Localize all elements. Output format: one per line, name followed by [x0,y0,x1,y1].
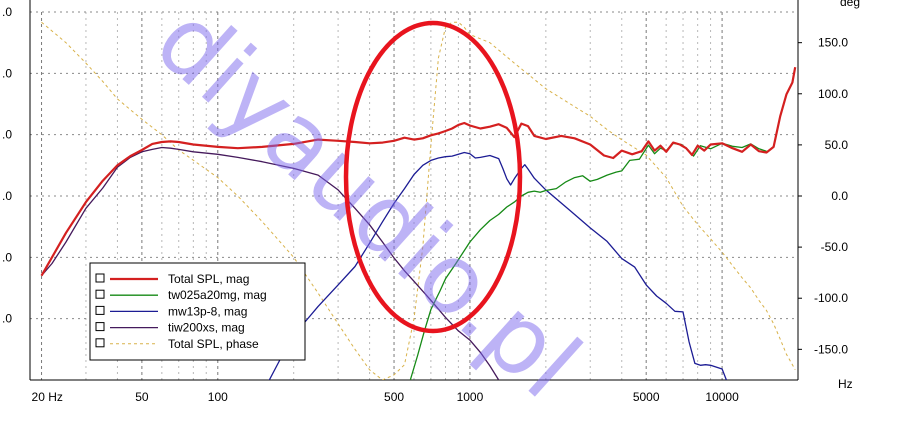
x-tick-label: 20 Hz [32,390,63,404]
right-tick-labels: 150.0 100.0 50.0 0.0 -50.0 -100.0 -150.0 [798,36,849,356]
series-line-2 [268,151,728,380]
highlight-ellipse [343,20,523,334]
annotation [343,20,523,334]
legend-checkbox [95,289,105,299]
legend-checkbox [95,305,105,315]
x-tick-label: 1000 [457,390,484,404]
right-tick-label: 0.0 [831,189,848,203]
legend-label: Total SPL, mag [168,272,249,286]
series-line-0 [40,67,797,277]
right-tick-label: 100.0 [818,87,848,101]
left-tick-label: .0 [2,250,12,264]
x-tick-label: 500 [384,390,404,404]
legend-checkbox [95,273,105,283]
x-tick-label: 5000 [633,390,660,404]
legend-checkbox [95,322,105,332]
x-unit-label: Hz [838,377,853,391]
legend-checkbox [95,338,105,348]
right-tick-label: -50.0 [821,240,849,254]
legend-label: tw025a20mg, mag [168,288,267,302]
left-tick-label: .0 [2,312,12,326]
legend-label: Total SPL, phase [168,337,259,351]
left-tick-label: .0 [2,66,12,80]
legend-label: tiw200xs, mag [168,321,245,335]
x-tick-labels: 20 Hz 50 100 500 1000 5000 10000 [32,390,740,404]
left-tick-labels: .0 .0 .0 .0 .0 .0 [2,5,12,326]
right-tick-label: 150.0 [818,36,848,50]
series-line-1 [409,142,767,380]
axis-units: Hz deg [838,0,860,391]
series-line-4 [41,21,796,380]
left-tick-label: .0 [2,5,12,19]
axes [29,0,799,381]
x-tick-label: 10000 [705,390,739,404]
legend: Total SPL, mag tw025a20mg, mag mw13p-8, ma… [89,262,306,361]
x-tick-label: 50 [135,390,149,404]
right-tick-label: 50.0 [825,138,849,152]
left-tick-label: .0 [2,128,12,142]
right-unit-label: deg [840,0,860,9]
left-tick-label: .0 [2,189,12,203]
x-tick-label: 100 [208,390,228,404]
legend-label: mw13p-8, mag [168,304,247,318]
series [40,21,797,380]
right-tick-label: -100.0 [814,291,848,305]
series-line-3 [41,146,500,380]
right-tick-label: -150.0 [814,342,848,356]
